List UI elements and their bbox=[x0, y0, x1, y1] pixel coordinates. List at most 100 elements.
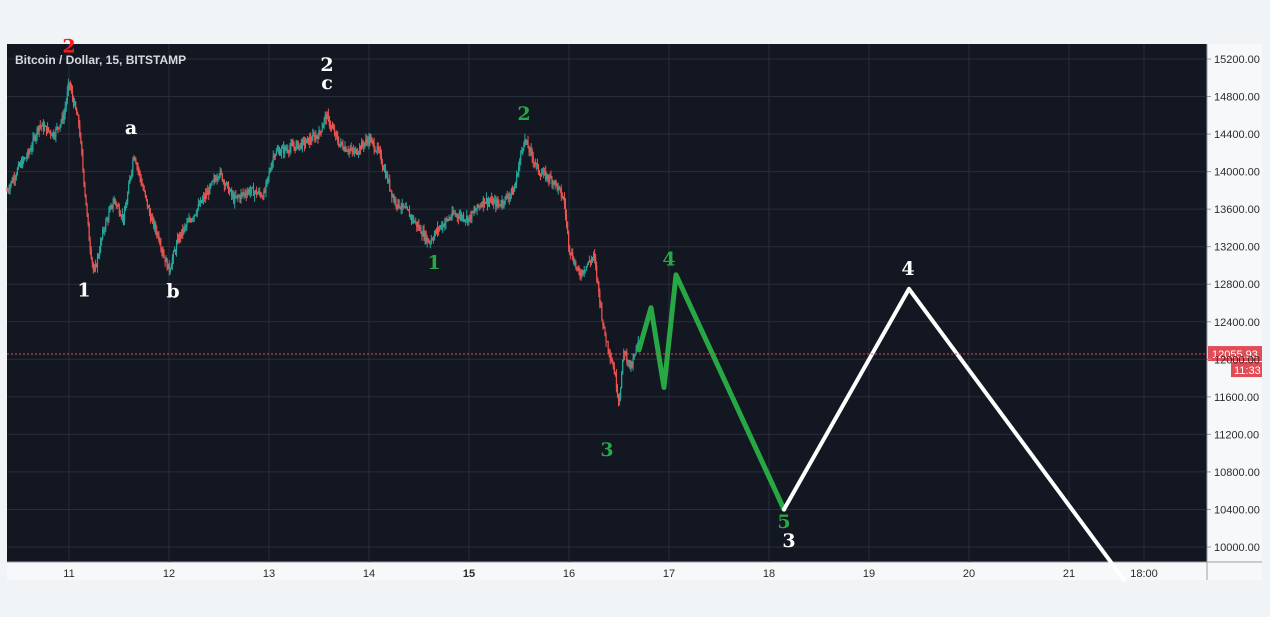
candle-body bbox=[326, 114, 328, 120]
candle-body bbox=[202, 196, 205, 200]
candle-body bbox=[392, 195, 394, 197]
candle-body bbox=[187, 221, 189, 223]
candle-body bbox=[26, 156, 28, 158]
candle-body bbox=[513, 187, 516, 191]
candle-body bbox=[329, 125, 332, 127]
candle-body bbox=[325, 114, 327, 120]
candle-body bbox=[180, 233, 182, 237]
candle-body bbox=[107, 219, 109, 221]
candle-body bbox=[256, 190, 258, 195]
candle-body bbox=[542, 173, 544, 175]
candle-body bbox=[112, 203, 114, 208]
candle-body bbox=[153, 218, 155, 228]
candle-body bbox=[457, 216, 459, 219]
candle-body bbox=[181, 229, 183, 237]
candle-body bbox=[310, 137, 312, 141]
candle-body bbox=[337, 136, 339, 142]
candle-body bbox=[218, 175, 220, 178]
price-axis[interactable] bbox=[1207, 44, 1262, 562]
candle-body bbox=[384, 169, 387, 178]
candle-body bbox=[210, 184, 212, 186]
candle-body bbox=[433, 234, 436, 240]
candle-body bbox=[253, 192, 256, 196]
candle-body bbox=[59, 124, 61, 129]
candle-body bbox=[401, 203, 403, 209]
candle-body bbox=[620, 388, 622, 399]
candle-body bbox=[523, 143, 525, 149]
candle-body bbox=[228, 190, 231, 194]
x-tick-label: 18:00 bbox=[1130, 568, 1158, 580]
candle-body bbox=[635, 347, 637, 354]
y-tick-label: 14400.00 bbox=[1214, 129, 1260, 141]
candle-body bbox=[415, 221, 417, 223]
candle-body bbox=[261, 196, 263, 198]
candle-body bbox=[85, 194, 87, 206]
y-tick-label: 11600.00 bbox=[1214, 392, 1259, 404]
candle-body bbox=[554, 180, 556, 184]
candle-body bbox=[339, 144, 341, 147]
plot-area[interactable] bbox=[7, 44, 1207, 562]
candle-body bbox=[544, 170, 546, 172]
candle-body bbox=[580, 275, 582, 277]
candle-body bbox=[442, 224, 444, 229]
candle-body bbox=[395, 199, 397, 205]
candle-body bbox=[129, 179, 131, 185]
candle-body bbox=[9, 185, 11, 190]
candle-body bbox=[391, 190, 393, 197]
candle-body bbox=[104, 228, 106, 231]
candle-body bbox=[65, 101, 67, 108]
candle-body bbox=[435, 230, 438, 232]
candle-body bbox=[186, 222, 188, 227]
wave-label: 2 bbox=[62, 35, 75, 57]
candle-body bbox=[481, 204, 483, 207]
candle-body bbox=[296, 141, 298, 144]
candle-body bbox=[376, 146, 378, 152]
candle-body bbox=[581, 270, 583, 276]
candle-body bbox=[172, 251, 174, 259]
candle-body bbox=[540, 174, 543, 177]
time-axis[interactable] bbox=[7, 562, 1262, 580]
candle-body bbox=[571, 252, 573, 255]
candle-body bbox=[423, 230, 425, 240]
candle-body bbox=[201, 199, 204, 203]
candle-body bbox=[222, 180, 224, 182]
candle-body bbox=[361, 142, 363, 150]
candle-body bbox=[72, 97, 75, 106]
candle-body bbox=[358, 146, 361, 152]
candle-body bbox=[499, 204, 501, 206]
candle-body bbox=[28, 150, 30, 154]
candle-body bbox=[66, 91, 68, 102]
current-price-label: 12055.93 bbox=[1212, 349, 1258, 361]
candle-body bbox=[360, 146, 362, 150]
current-price-marker: 12055.93 11:33 bbox=[7, 346, 1262, 378]
candle-body bbox=[214, 178, 216, 180]
candle-body bbox=[225, 182, 228, 185]
wave-label: 2 bbox=[517, 103, 530, 125]
candle-body bbox=[309, 137, 311, 144]
candle-body bbox=[216, 178, 218, 181]
candle-body bbox=[57, 126, 59, 128]
candle-body bbox=[486, 198, 489, 205]
candle-body bbox=[155, 223, 157, 231]
candle-body bbox=[128, 184, 130, 194]
candle-body bbox=[553, 181, 555, 184]
candle-body bbox=[11, 180, 13, 183]
candle-body bbox=[498, 203, 500, 205]
candle-body bbox=[502, 200, 504, 204]
candle-body bbox=[18, 163, 21, 166]
candle-body bbox=[183, 227, 185, 233]
candle-body bbox=[6, 190, 8, 192]
candle-body bbox=[338, 141, 340, 147]
candle-body bbox=[147, 206, 150, 208]
candle-body bbox=[178, 238, 180, 242]
y-tick-label: 10000.00 bbox=[1214, 542, 1260, 554]
candle-body bbox=[480, 204, 482, 207]
candle-body bbox=[416, 221, 418, 227]
candle-body bbox=[114, 199, 116, 203]
candle-body bbox=[393, 195, 395, 202]
candle-body bbox=[80, 135, 82, 142]
candle-body bbox=[436, 227, 439, 232]
candle-body bbox=[562, 197, 564, 199]
candle-body bbox=[487, 201, 490, 205]
